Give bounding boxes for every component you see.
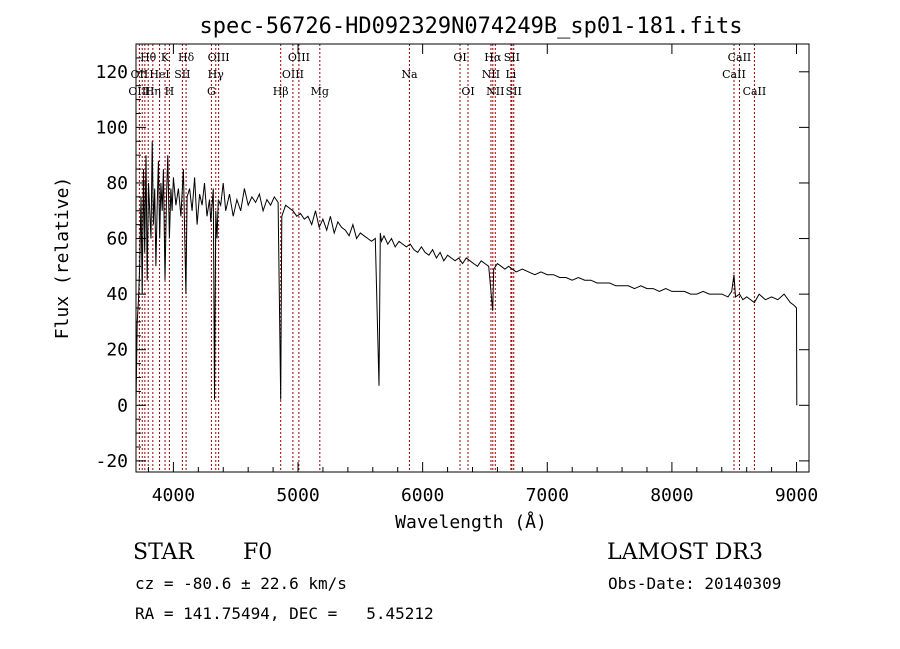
y-tick-label: -20 [95,451,128,472]
line-label: CaII [728,51,752,64]
line-label: OI [461,85,474,98]
line-label: K [161,51,170,64]
line-label: Na [401,68,418,81]
line-label: Mg [311,85,329,98]
line-label: NII [486,85,504,98]
line-label: Hη [145,85,161,98]
line-label: CaII [722,68,746,81]
line-labels: Hθ OII OIII K HeI Hη Hδ SII H OIII Hγ G OIII OIII Hβ Mg… [128,51,766,98]
line-label: OIII [128,85,150,98]
x-tick-label: 9000 [775,485,818,506]
obs-date: Obs-Date: 20140309 [608,574,782,593]
line-label: H [165,85,175,98]
line-label: SII [504,51,520,64]
coordinates: RA = 141.75494, DEC = 5.45212 [135,604,434,623]
x-tick-label: 8000 [650,485,693,506]
x-tick-label: 5000 [276,485,319,506]
line-label: Hδ [178,51,195,64]
x-tick-label: 7000 [526,485,569,506]
line-label: NII [482,68,500,81]
line-label: Hθ [140,51,157,64]
line-label: OIII [282,68,304,81]
line-label: OI [453,51,466,64]
x-tick-label: 6000 [401,485,444,506]
y-tick-label: 20 [106,340,128,361]
y-tick-label: 100 [95,117,128,138]
line-label: Hβ [273,85,289,98]
line-label: SII [506,85,522,98]
line-label: HeI [149,68,169,81]
line-label: Hα [484,51,502,64]
y-tick-label: 80 [106,173,128,194]
line-label: Hγ [208,68,225,81]
redshift-cz: cz = -80.6 ± 22.6 km/s [135,574,347,593]
x-tick-label: 4000 [152,485,195,506]
line-label: G [207,85,216,98]
chart-title: spec-56726-HD092329N074249B_sp01-181.fit… [199,14,742,39]
y-tick-label: 60 [106,229,128,250]
spectrum-line [135,141,798,406]
y-axis-ticks: -20 0 20 40 60 80 100 120 [95,57,809,472]
line-label: Li [505,68,516,81]
line-label: CaII [743,85,767,98]
x-axis-ticks: 4000 5000 6000 7000 8000 9000 [147,44,818,506]
y-tick-label: 120 [95,62,128,83]
survey-name: LAMOST DR3 [607,540,763,565]
line-label: OIII [208,51,230,64]
line-label: OIII [288,51,310,64]
object-subclass: F0 [243,540,273,565]
line-label: OII [131,68,149,81]
y-tick-label: 40 [106,284,128,305]
y-tick-label: 0 [117,395,128,416]
x-axis-label: Wavelength (Å) [395,511,547,533]
object-class: STAR [133,540,194,565]
y-axis-label: Flux (relative) [52,177,73,340]
line-label: SII [174,68,190,81]
